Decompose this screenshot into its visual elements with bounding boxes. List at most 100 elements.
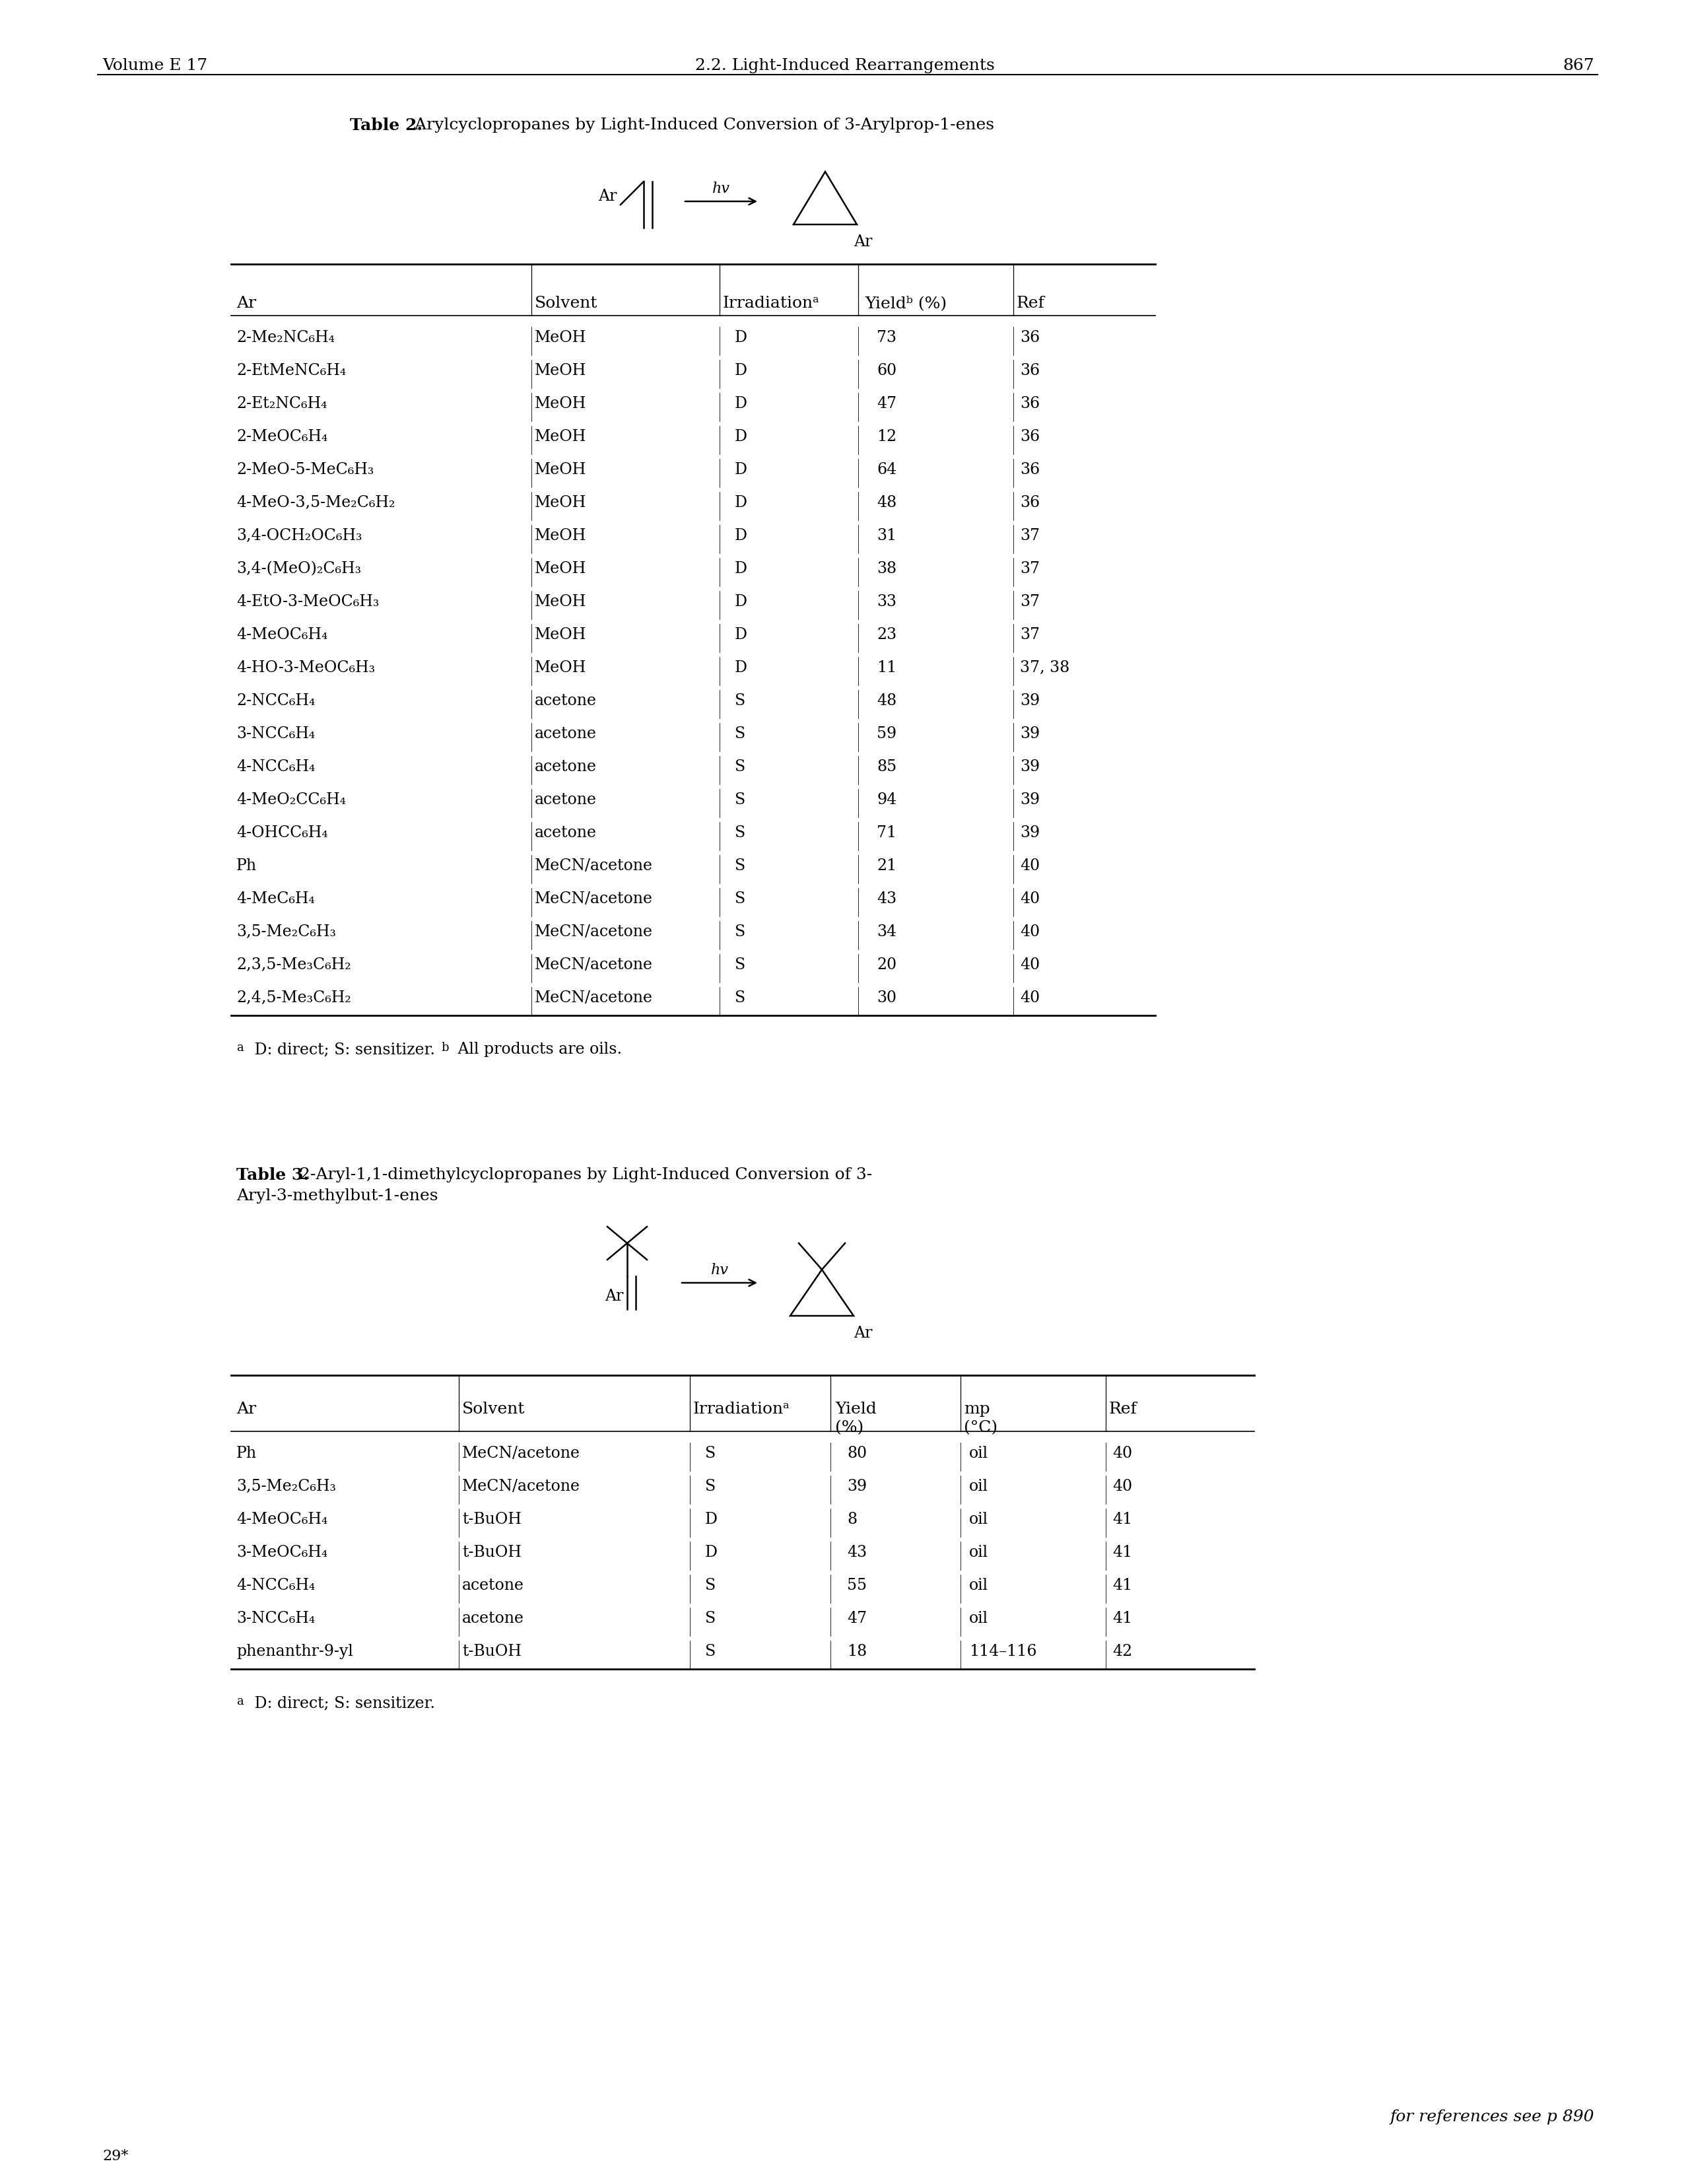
Text: 36: 36 (1021, 363, 1039, 378)
Text: 85: 85 (877, 760, 897, 775)
Text: D: D (735, 660, 747, 675)
Text: S: S (735, 924, 745, 939)
Text: Table 3.: Table 3. (237, 1166, 309, 1184)
Text: 4-NCC₆H₄: 4-NCC₆H₄ (237, 760, 314, 775)
Text: (%): (%) (835, 1420, 864, 1435)
Text: 2-NCC₆H₄: 2-NCC₆H₄ (237, 692, 314, 708)
Text: 3,4-(MeO)₂C₆H₃: 3,4-(MeO)₂C₆H₃ (237, 561, 362, 577)
Text: 3,4-OCH₂OC₆H₃: 3,4-OCH₂OC₆H₃ (237, 529, 362, 544)
Text: 114–116: 114–116 (968, 1645, 1036, 1660)
Text: MeOH: MeOH (534, 463, 586, 478)
Text: Ar: Ar (853, 1326, 872, 1341)
Text: 40: 40 (1021, 858, 1039, 874)
Text: 2-Et₂NC₆H₄: 2-Et₂NC₆H₄ (237, 395, 328, 411)
Text: 41: 41 (1112, 1511, 1132, 1527)
Text: 64: 64 (877, 463, 897, 478)
Text: 37: 37 (1021, 561, 1039, 577)
Text: 2-EtMeNC₆H₄: 2-EtMeNC₆H₄ (237, 363, 346, 378)
Text: MeCN/acetone: MeCN/acetone (534, 924, 652, 939)
Text: Arylcyclopropanes by Light-Induced Conversion of 3-Arylprop-1-enes: Arylcyclopropanes by Light-Induced Conve… (409, 118, 994, 133)
Text: acetone: acetone (461, 1612, 524, 1627)
Text: Ar: Ar (237, 1402, 257, 1417)
Text: 48: 48 (877, 692, 897, 708)
Text: Ph: Ph (237, 1446, 257, 1461)
Text: oil: oil (968, 1446, 989, 1461)
Text: Irradiationᵃ: Irradiationᵃ (693, 1402, 789, 1417)
Text: MeCN/acetone: MeCN/acetone (534, 858, 652, 874)
Text: 60: 60 (877, 363, 897, 378)
Text: 47: 47 (847, 1612, 867, 1627)
Text: S: S (705, 1645, 717, 1660)
Text: D: D (735, 496, 747, 511)
Text: 3,5-Me₂C₆H₃: 3,5-Me₂C₆H₃ (237, 1479, 336, 1494)
Text: 11: 11 (877, 660, 897, 675)
Text: MeCN/acetone: MeCN/acetone (534, 957, 652, 972)
Text: t-BuOH: t-BuOH (461, 1511, 522, 1527)
Text: MeOH: MeOH (534, 428, 586, 443)
Text: 36: 36 (1021, 330, 1039, 345)
Text: D: direct; S: sensitizer.: D: direct; S: sensitizer. (250, 1695, 434, 1710)
Text: acetone: acetone (534, 727, 597, 740)
Text: 2-MeO-5-MeC₆H₃: 2-MeO-5-MeC₆H₃ (237, 463, 373, 478)
Text: 40: 40 (1021, 924, 1039, 939)
Text: 36: 36 (1021, 496, 1039, 511)
Text: Ar: Ar (598, 188, 617, 203)
Text: 39: 39 (847, 1479, 867, 1494)
Text: 41: 41 (1112, 1577, 1132, 1592)
Text: 2-Aryl-1,1-dimethylcyclopropanes by Light-Induced Conversion of 3-: 2-Aryl-1,1-dimethylcyclopropanes by Ligh… (294, 1166, 872, 1182)
Text: S: S (735, 858, 745, 874)
Text: acetone: acetone (534, 760, 597, 775)
Text: D: D (735, 428, 747, 443)
Text: hv: hv (711, 1262, 728, 1278)
Text: 37: 37 (1021, 529, 1039, 544)
Text: phenanthr-9-yl: phenanthr-9-yl (237, 1645, 353, 1660)
Text: S: S (705, 1612, 717, 1627)
Text: 18: 18 (847, 1645, 867, 1660)
Text: 4-EtO-3-MeOC₆H₃: 4-EtO-3-MeOC₆H₃ (237, 594, 379, 609)
Text: 55: 55 (847, 1577, 867, 1592)
Text: 23: 23 (877, 627, 897, 642)
Text: D: D (735, 561, 747, 577)
Text: Volume E 17: Volume E 17 (103, 59, 208, 74)
Text: t-BuOH: t-BuOH (461, 1645, 522, 1660)
Text: 36: 36 (1021, 463, 1039, 478)
Text: S: S (735, 957, 745, 972)
Text: 39: 39 (1021, 692, 1039, 708)
Text: D: D (735, 463, 747, 478)
Text: acetone: acetone (534, 826, 597, 841)
Text: 2-Me₂NC₆H₄: 2-Me₂NC₆H₄ (237, 330, 335, 345)
Text: 34: 34 (877, 924, 897, 939)
Text: 39: 39 (1021, 760, 1039, 775)
Text: S: S (735, 793, 745, 808)
Text: D: D (705, 1544, 718, 1559)
Text: 3-NCC₆H₄: 3-NCC₆H₄ (237, 1612, 314, 1627)
Text: 37: 37 (1021, 627, 1039, 642)
Text: 30: 30 (877, 989, 896, 1005)
Text: 48: 48 (877, 496, 897, 511)
Text: 43: 43 (847, 1544, 867, 1559)
Text: 12: 12 (877, 428, 897, 443)
Text: 3-MeOC₆H₄: 3-MeOC₆H₄ (237, 1544, 328, 1559)
Text: 41: 41 (1112, 1612, 1132, 1627)
Text: 33: 33 (877, 594, 896, 609)
Text: 41: 41 (1112, 1544, 1132, 1559)
Text: mp: mp (963, 1402, 990, 1417)
Text: a: a (237, 1042, 243, 1053)
Text: S: S (735, 891, 745, 906)
Text: oil: oil (968, 1511, 989, 1527)
Text: 2-MeOC₆H₄: 2-MeOC₆H₄ (237, 428, 328, 443)
Text: Ref: Ref (1017, 295, 1044, 310)
Text: 4-NCC₆H₄: 4-NCC₆H₄ (237, 1577, 314, 1592)
Text: Aryl-3-methylbut-1-enes: Aryl-3-methylbut-1-enes (237, 1188, 438, 1203)
Text: S: S (735, 826, 745, 841)
Text: S: S (705, 1577, 717, 1592)
Text: 42: 42 (1112, 1645, 1132, 1660)
Text: (°C): (°C) (963, 1420, 997, 1435)
Text: MeOH: MeOH (534, 594, 586, 609)
Text: 47: 47 (877, 395, 897, 411)
Text: 40: 40 (1021, 989, 1039, 1005)
Text: acetone: acetone (534, 793, 597, 808)
Text: 40: 40 (1112, 1446, 1132, 1461)
Text: 36: 36 (1021, 395, 1039, 411)
Text: MeOH: MeOH (534, 627, 586, 642)
